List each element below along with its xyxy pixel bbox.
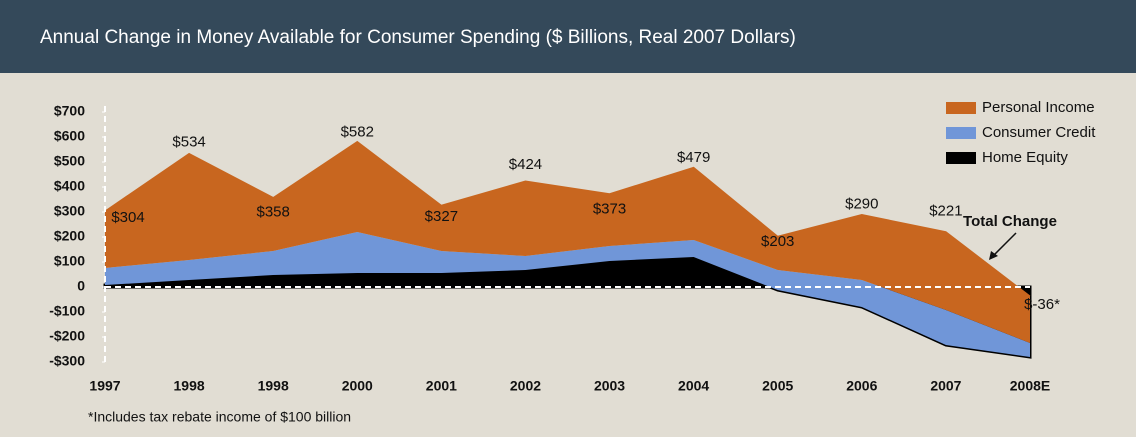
y-tick-label: -$300 [49, 353, 85, 369]
y-tick-label: -$200 [49, 328, 85, 344]
total-annotation: Total Change [963, 213, 1057, 230]
y-tick-label: $300 [54, 203, 85, 219]
value-label: $290 [845, 195, 878, 212]
legend-swatch [946, 152, 976, 164]
legend-label: Home Equity [982, 149, 1068, 166]
x-tick-label: 2006 [846, 378, 877, 394]
x-tick-label: 1998 [258, 378, 289, 394]
footnote: *Includes tax rebate income of $100 bill… [88, 409, 351, 425]
value-label: $424 [509, 156, 542, 173]
value-label: $373 [593, 201, 626, 218]
y-tick-label: $200 [54, 228, 85, 244]
area [105, 141, 1030, 343]
x-tick-label: 2007 [930, 378, 961, 394]
legend-swatch [946, 102, 976, 114]
value-label: $582 [341, 123, 374, 140]
arrow-head [989, 251, 998, 260]
value-label: $203 [761, 233, 794, 250]
y-tick-label: $100 [54, 253, 85, 269]
y-tick-label: $600 [54, 128, 85, 144]
x-tick-label: 2008E [1010, 378, 1050, 394]
value-label: $327 [425, 208, 458, 225]
legend-swatch [946, 127, 976, 139]
area [105, 232, 1030, 357]
x-tick-label: 2005 [762, 378, 793, 394]
value-label: $-36* [1024, 296, 1060, 313]
y-tick-label: $500 [54, 153, 85, 169]
chart-title: Annual Change in Money Available for Con… [40, 27, 796, 48]
y-tick-label: $400 [54, 178, 85, 194]
x-tick-label: 2000 [342, 378, 373, 394]
legend-label: Consumer Credit [982, 124, 1096, 141]
x-tick-label: 1998 [174, 378, 205, 394]
x-tick-label: 1997 [89, 378, 120, 394]
header [0, 0, 1136, 73]
x-tick-label: 2003 [594, 378, 625, 394]
value-label: $304 [111, 209, 144, 226]
annotation-arrow [992, 232, 1017, 257]
value-label: $534 [172, 133, 205, 150]
total-line [104, 140, 1031, 297]
y-tick-label: -$100 [49, 303, 85, 319]
y-tick-label: $700 [54, 103, 85, 119]
value-label: $479 [677, 149, 710, 166]
value-label: $358 [256, 203, 289, 220]
x-tick-label: 2001 [426, 378, 457, 394]
x-tick-label: 2002 [510, 378, 541, 394]
value-label: $221 [929, 203, 962, 220]
x-tick-label: 2004 [678, 378, 709, 394]
legend-label: Personal Income [982, 99, 1095, 116]
y-tick-label: 0 [77, 278, 85, 294]
